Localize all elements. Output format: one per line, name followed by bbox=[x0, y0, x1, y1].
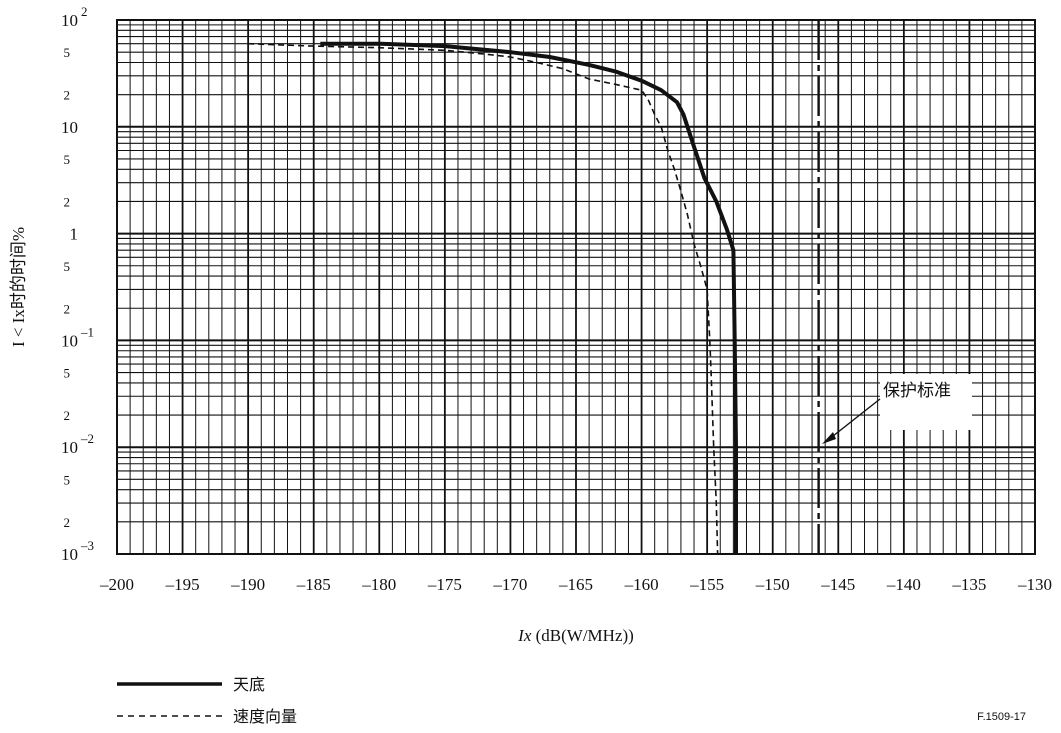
series-group bbox=[248, 41, 738, 555]
x-tick-label: –140 bbox=[886, 575, 921, 594]
y-tick-exponent: –1 bbox=[80, 324, 94, 339]
y-minor-tick-label: 5 bbox=[64, 45, 71, 60]
annotation-arrow-line bbox=[827, 398, 881, 441]
x-tick-label: –150 bbox=[755, 575, 790, 594]
plot-frame bbox=[116, 19, 1036, 555]
y-minor-tick-label: 2 bbox=[64, 515, 71, 530]
x-tick-label: –165 bbox=[558, 575, 593, 594]
y-tick-exponent: 2 bbox=[81, 4, 88, 19]
x-tick-label: –160 bbox=[624, 575, 659, 594]
x-tick-label: –190 bbox=[230, 575, 265, 594]
x-tick-label: –145 bbox=[820, 575, 855, 594]
y-minor-tick-label: 2 bbox=[64, 408, 71, 423]
y-tick-exponent: –3 bbox=[80, 538, 94, 553]
x-tick-label: –170 bbox=[492, 575, 527, 594]
y-minor-tick-label: 5 bbox=[64, 259, 71, 274]
y-tick-label: 1 bbox=[70, 225, 79, 244]
annotation-arrow-head bbox=[822, 432, 836, 444]
annotation-box bbox=[880, 374, 972, 404]
x-tick-label: –185 bbox=[296, 575, 331, 594]
y-minor-tick-label: 5 bbox=[64, 366, 71, 381]
grid-lines bbox=[116, 19, 1036, 555]
y-tick-label: 10 bbox=[61, 11, 78, 30]
legend: 天底 速度向量 bbox=[117, 675, 297, 726]
x-tick-label: –200 bbox=[99, 575, 134, 594]
series-line-nadir bbox=[320, 41, 738, 554]
y-minor-tick-label: 5 bbox=[64, 152, 71, 167]
y-tick-label: 10 bbox=[61, 331, 78, 350]
x-tick-label: –155 bbox=[689, 575, 724, 594]
x-tick-label: –180 bbox=[361, 575, 396, 594]
y-minor-tick-label: 5 bbox=[64, 472, 71, 487]
annotation-gap bbox=[880, 404, 972, 430]
annotation-label: 保护标准 bbox=[883, 381, 951, 401]
y-tick-label: 10 bbox=[61, 118, 78, 137]
x-tick-label: –130 bbox=[1017, 575, 1052, 594]
y-minor-tick-label: 2 bbox=[64, 88, 71, 103]
y-axis-title: I < Ix时的时间% bbox=[9, 227, 28, 347]
series-line-velocity-vector bbox=[248, 42, 719, 555]
x-tick-label: –135 bbox=[951, 575, 986, 594]
x-tick-labels: –200 –195 –190 –185 –180 –175 –170 –165 –160 –155… bbox=[99, 575, 1052, 594]
x-axis-title: Ix (dB(W/MHz)) bbox=[517, 626, 634, 645]
y-minor-tick-label: 2 bbox=[64, 301, 71, 316]
y-tick-label: 10 bbox=[61, 545, 78, 564]
figure-id: F.1509-17 bbox=[977, 711, 1026, 723]
y-tick-exponent: –2 bbox=[80, 431, 94, 446]
y-tick-label: 10 bbox=[61, 438, 78, 457]
legend-label-velocity: 速度向量 bbox=[233, 707, 297, 726]
x-tick-label: –195 bbox=[165, 575, 200, 594]
legend-label-nadir: 天底 bbox=[233, 675, 265, 694]
y-minor-tick-label: 2 bbox=[64, 194, 71, 209]
x-tick-label: –175 bbox=[427, 575, 462, 594]
